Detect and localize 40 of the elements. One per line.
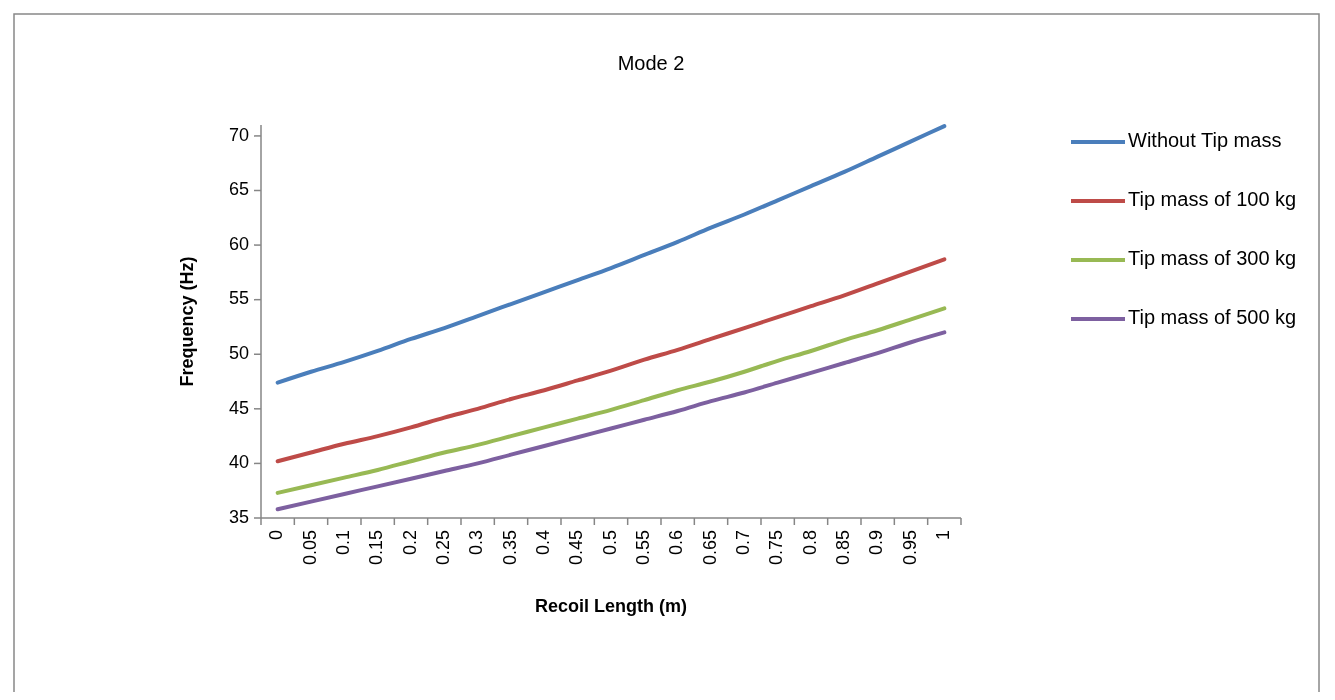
x-tick-label: 0 — [266, 530, 287, 541]
y-tick-label: 40 — [228, 452, 249, 473]
x-tick-label: 0.75 — [766, 530, 787, 566]
y-axis-title: Frequency (Hz) — [177, 256, 197, 387]
y-tick-label: 65 — [228, 179, 249, 200]
x-tick-label: 0.55 — [633, 530, 654, 566]
x-tick-label: 0.85 — [833, 530, 854, 566]
line-series — [275, 306, 947, 495]
legend-label: Tip mass of 500 kg — [1128, 306, 1297, 329]
y-tick-label: 45 — [228, 397, 249, 418]
x-tick-label: 0.5 — [599, 530, 620, 556]
x-tick-label: 0.45 — [566, 530, 587, 566]
x-tick-label: 0.3 — [466, 530, 487, 556]
legend-label: Tip mass of 300 kg — [1128, 247, 1297, 270]
x-tick-label: 0.8 — [799, 530, 820, 556]
x-tick-label: 0.4 — [533, 530, 554, 556]
y-tick-label: 60 — [228, 233, 249, 254]
x-tick-label: 0.2 — [399, 530, 420, 556]
x-tick-label: 0.95 — [899, 530, 920, 566]
x-tick-label: 0.1 — [333, 530, 354, 556]
x-tick-label: 1 — [933, 530, 954, 541]
line-series — [275, 330, 947, 512]
y-tick-label: 55 — [228, 288, 249, 309]
y-tick-label: 50 — [228, 343, 249, 363]
x-axis-title: Recoil Length (m) — [535, 596, 687, 616]
line-series — [275, 124, 947, 385]
x-tick-label: 0.65 — [699, 530, 720, 566]
x-tick-label: 0.15 — [366, 530, 387, 566]
chart-title: Mode 2 — [617, 52, 685, 75]
x-tick-label: 0.35 — [499, 530, 520, 566]
y-tick-label: 35 — [228, 506, 249, 527]
legend-label: Tip mass of 100 kg — [1128, 188, 1297, 211]
x-tick-label: 0.6 — [666, 530, 687, 556]
legend-label: Without Tip mass — [1128, 129, 1282, 152]
x-tick-label: 0.25 — [433, 530, 454, 566]
x-tick-label: 0.9 — [866, 530, 887, 556]
x-tick-label: 0.05 — [299, 530, 320, 566]
x-tick-label: 0.7 — [733, 530, 754, 556]
y-tick-label: 70 — [228, 124, 249, 145]
line-series — [275, 257, 947, 464]
